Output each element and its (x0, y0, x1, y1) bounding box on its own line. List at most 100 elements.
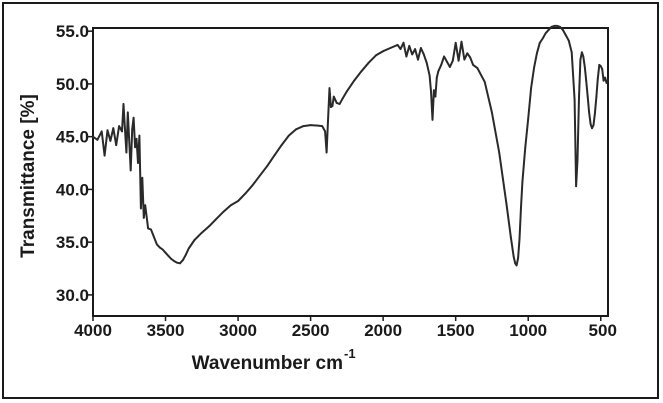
data-point (414, 48, 416, 50)
data-point (360, 70, 363, 73)
x-tick-label: 1500 (437, 321, 475, 340)
data-point (417, 58, 419, 61)
data-point (153, 236, 155, 238)
data-point (514, 262, 517, 265)
x-tick-label: 3500 (147, 321, 185, 340)
data-point (182, 259, 184, 261)
data-point (155, 243, 158, 246)
data-point (463, 58, 466, 61)
data-point (559, 26, 561, 28)
data-point (325, 151, 328, 154)
data-point (106, 129, 109, 132)
data-point (573, 98, 576, 101)
data-point (435, 76, 438, 79)
data-point (536, 52, 538, 55)
data-point (541, 37, 544, 40)
data-point (280, 144, 283, 147)
data-point (451, 59, 454, 62)
series-points (92, 25, 609, 267)
data-point (472, 64, 474, 66)
data-point (375, 54, 377, 57)
data-point (562, 29, 564, 31)
data-point (187, 247, 190, 250)
data-point (321, 125, 324, 127)
plot-area (92, 27, 609, 317)
data-point (112, 127, 115, 130)
data-point (483, 80, 486, 83)
data-point (118, 125, 120, 127)
data-point (399, 48, 402, 50)
data-point (338, 103, 341, 105)
y-tick-label: 30.0 (56, 286, 89, 305)
data-point (588, 111, 590, 114)
data-point (237, 200, 240, 202)
data-point (324, 130, 326, 133)
data-point (425, 61, 428, 64)
data-point (440, 64, 443, 66)
x-tick-label: 4000 (74, 321, 112, 340)
data-point (533, 67, 535, 69)
x-tick-label: 2500 (292, 321, 330, 340)
data-point (431, 118, 434, 121)
data-point (92, 135, 94, 138)
data-point (244, 192, 247, 195)
data-point (141, 176, 144, 179)
data-point (449, 66, 451, 68)
data-point (109, 140, 112, 142)
data-point (595, 95, 598, 98)
data-point (428, 74, 431, 77)
data-point (553, 25, 556, 27)
y-tick-label: 40.0 (56, 180, 89, 199)
data-point (469, 56, 472, 59)
data-point (100, 130, 103, 133)
data-point (570, 51, 573, 54)
data-point (599, 65, 602, 67)
data-point (122, 103, 125, 105)
data-point (103, 154, 106, 157)
data-point (582, 55, 585, 58)
y-axis: 30.0 35.0 40.0 45.0 50.0 55.0 (56, 22, 93, 305)
data-point (498, 151, 501, 154)
data-point (164, 251, 167, 254)
data-point (158, 246, 161, 249)
x-axis-label-superscript: -1 (344, 346, 356, 361)
data-point (287, 134, 290, 137)
x-tick-label: 1000 (509, 321, 547, 340)
data-point (193, 239, 196, 241)
data-point (184, 253, 187, 256)
data-point (200, 231, 203, 234)
data-point (491, 111, 493, 114)
data-point (430, 90, 432, 93)
data-point (515, 264, 518, 267)
data-point (581, 51, 583, 54)
data-point (208, 225, 211, 228)
data-point (131, 128, 134, 131)
data-point (402, 41, 405, 44)
data-point (115, 144, 118, 147)
x-tick-label: 2000 (364, 321, 402, 340)
data-point (544, 32, 547, 35)
data-point (132, 116, 135, 119)
data-point (176, 261, 179, 264)
data-point (592, 124, 595, 126)
data-point (505, 203, 508, 206)
data-point (550, 26, 553, 28)
data-point (309, 124, 312, 126)
x-axis-label: Wavenumber cm (192, 353, 343, 374)
data-point (460, 40, 463, 43)
chart-frame (2, 2, 659, 399)
x-axis: 4000 3500 3000 2500 2000 1500 1000 500 (74, 316, 617, 340)
data-point (353, 79, 355, 82)
data-point (586, 95, 589, 98)
data-point (405, 55, 408, 58)
data-point (330, 106, 332, 108)
data-point (521, 181, 524, 183)
y-tick-label: 50.0 (56, 75, 89, 94)
data-point (509, 236, 512, 238)
data-point (126, 111, 129, 114)
data-point (517, 257, 519, 259)
data-point (150, 228, 152, 231)
data-point (135, 137, 138, 140)
data-point (437, 70, 440, 73)
data-point (161, 248, 164, 251)
